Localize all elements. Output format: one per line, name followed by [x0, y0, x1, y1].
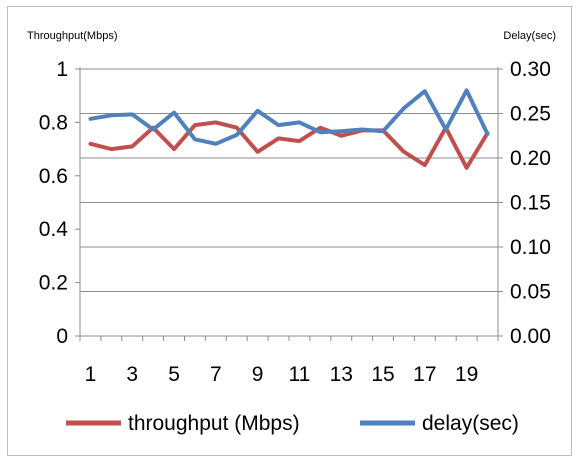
x-tick-label: 5 — [168, 363, 180, 386]
axes — [75, 67, 503, 341]
legend-label-throughput: throughput (Mbps) — [128, 412, 300, 435]
left-tick-label: 0.6 — [39, 165, 68, 188]
series-line-delay — [91, 90, 488, 143]
right-tick-label: 0.15 — [510, 192, 551, 215]
x-tick-label: 3 — [126, 363, 138, 386]
x-tick-label: 15 — [371, 363, 394, 386]
right-tick-label: 0.20 — [510, 147, 551, 170]
x-tick-label: 17 — [413, 363, 436, 386]
left-tick-label: 0.2 — [39, 272, 68, 295]
right-tick-label: 0.25 — [510, 103, 551, 126]
series-lines — [91, 90, 488, 167]
left-tick-label: 0.8 — [39, 111, 68, 134]
right-tick-label: 0.30 — [510, 58, 551, 81]
left-axis-title: Throughput(Mbps) — [27, 30, 118, 42]
left-tick-label: 1 — [56, 58, 68, 81]
x-tick-label: 11 — [289, 363, 311, 386]
right-tick-label: 0.10 — [510, 236, 551, 259]
x-tick-label: 19 — [455, 363, 478, 386]
x-tick-label: 13 — [330, 363, 353, 386]
left-tick-label: 0 — [56, 325, 68, 348]
left-tick-label: 0.4 — [39, 218, 69, 241]
x-tick-label: 1 — [85, 363, 97, 386]
legend: throughput (Mbps) delay(sec) — [66, 412, 519, 435]
gridlines — [80, 69, 498, 292]
x-tick-label: 7 — [210, 363, 222, 386]
right-axis-title: Delay(sec) — [503, 30, 556, 42]
right-tick-label: 0.05 — [510, 281, 551, 304]
legend-label-delay: delay(sec) — [422, 412, 519, 435]
x-tick-label: 9 — [252, 363, 264, 386]
right-tick-label: 0.00 — [510, 325, 551, 348]
